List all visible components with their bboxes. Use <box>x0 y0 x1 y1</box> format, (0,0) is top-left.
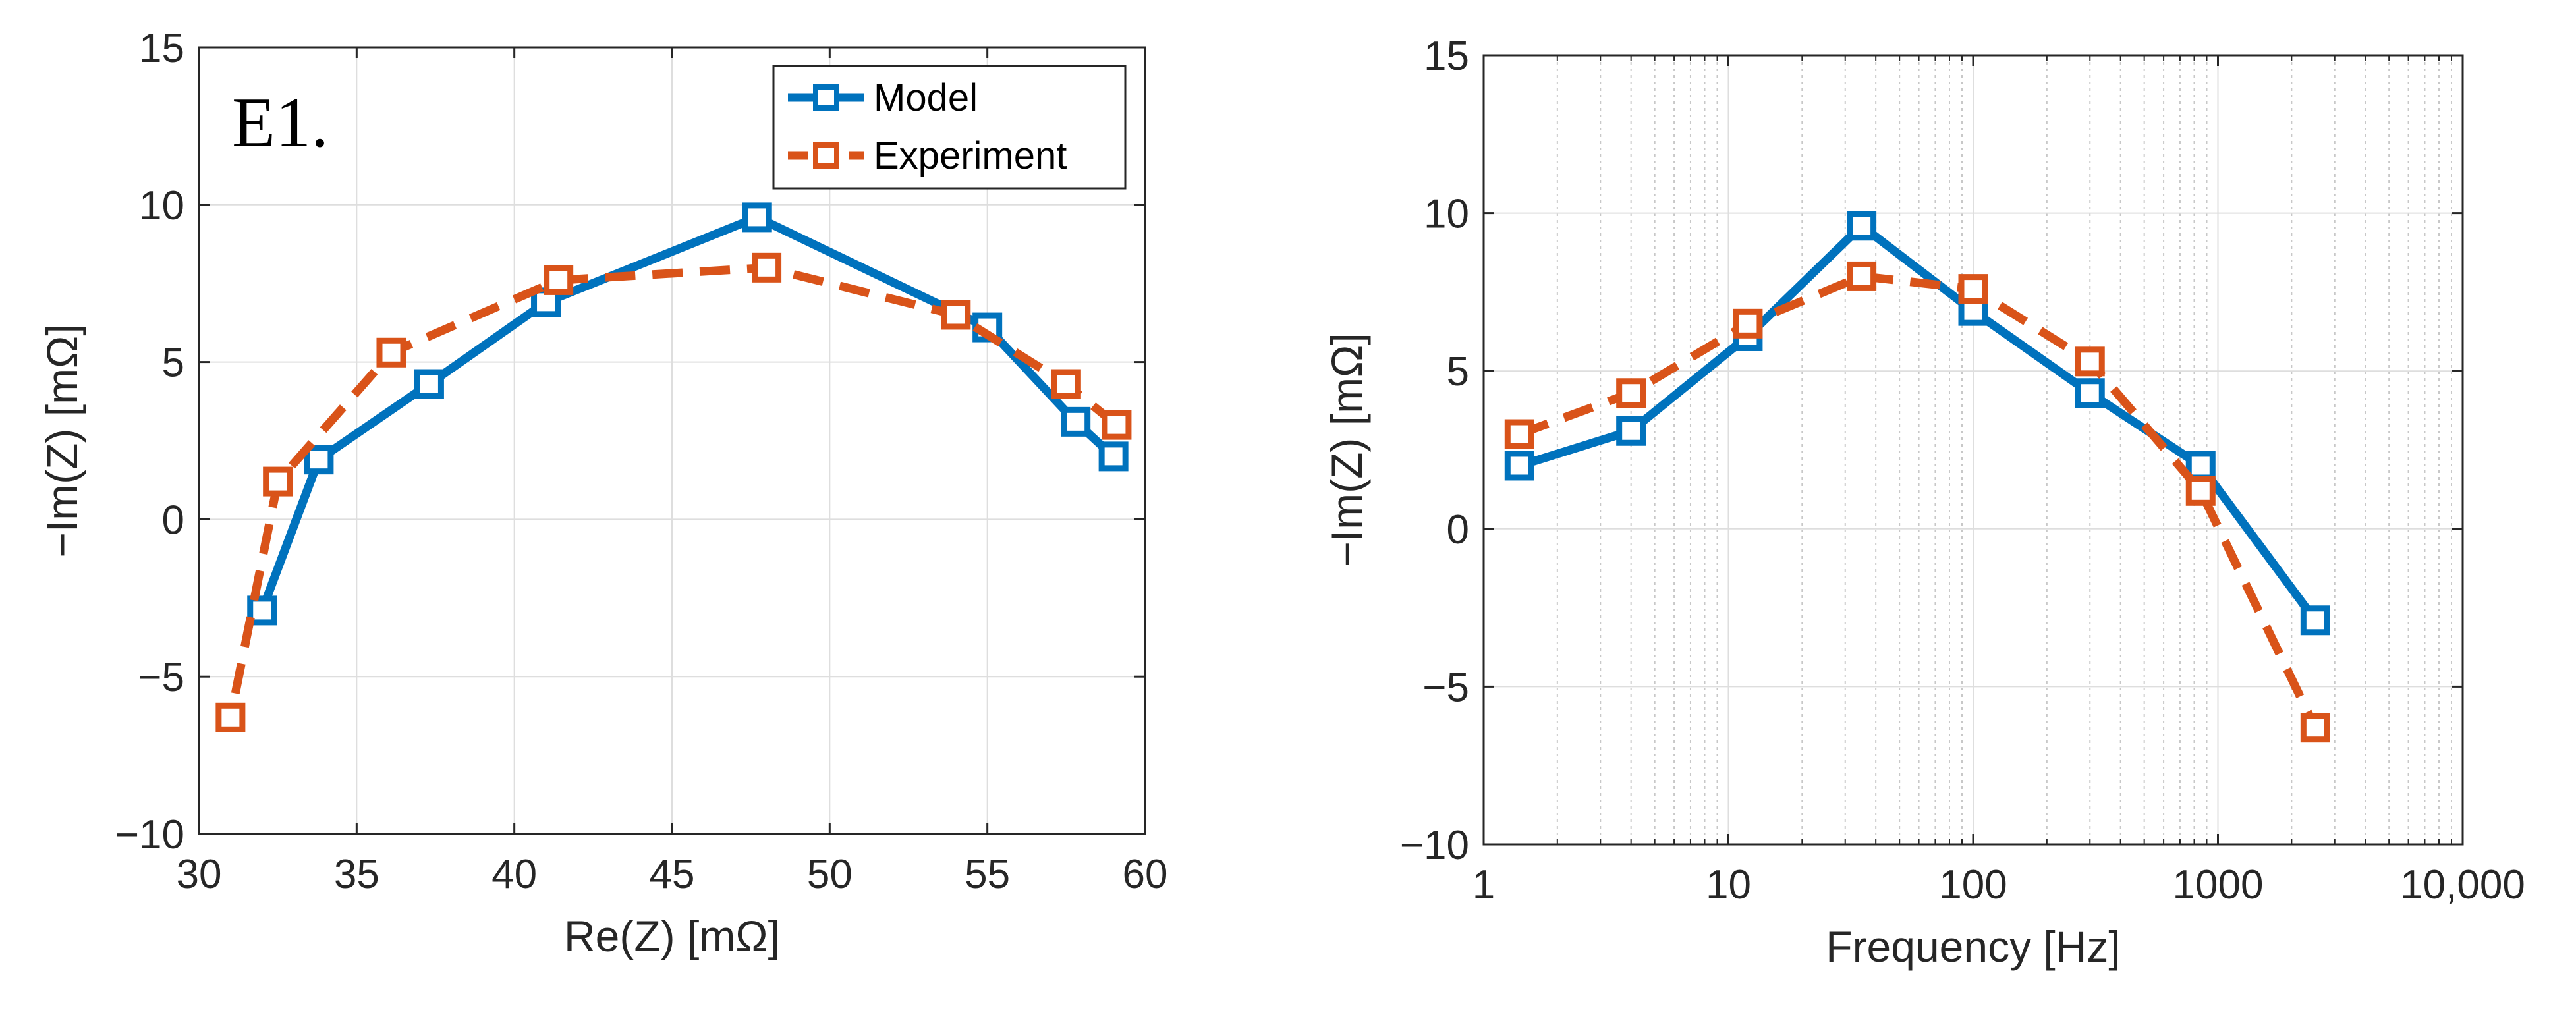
data-point-model <box>2300 605 2330 636</box>
x-tick-label: 55 <box>965 852 1010 897</box>
data-point-model <box>247 595 277 626</box>
y-axis-title: −Im(Z) [mΩ] <box>38 323 86 557</box>
x-tick-label: 60 <box>1123 852 1168 897</box>
data-point-model <box>742 202 772 233</box>
y-tick-label: −5 <box>1422 665 1469 710</box>
data-point-experiment <box>2075 346 2105 377</box>
data-point-model <box>1616 416 1646 446</box>
data-point-experiment <box>1051 369 1081 399</box>
data-point-experiment <box>1847 261 1877 291</box>
x-tick-label: 50 <box>807 852 853 897</box>
x-tick-label: 10,000 <box>2400 862 2525 908</box>
x-tick-label: 40 <box>491 852 537 897</box>
data-point-model <box>1098 441 1129 472</box>
legend: Model Experiment <box>772 65 1127 190</box>
data-point-experiment <box>1733 308 1763 339</box>
y-tick-label: 0 <box>162 497 184 543</box>
x-tick-label: 35 <box>334 852 379 897</box>
data-point-model <box>304 445 334 475</box>
data-point-experiment <box>1504 419 1534 449</box>
data-point-model <box>2185 451 2216 481</box>
data-point-experiment <box>544 265 574 295</box>
y-tick-label: 5 <box>162 341 184 386</box>
legend-swatch-marker-experiment <box>813 142 839 169</box>
legend-label-model: Model <box>874 76 978 119</box>
data-point-experiment <box>215 702 246 732</box>
y-tick-label: −5 <box>138 655 184 700</box>
legend-swatch-marker-model <box>813 84 839 111</box>
x-tick-label: 10 <box>1706 862 1751 908</box>
series-line-experiment <box>226 263 1119 719</box>
y-tick-label: 0 <box>1447 507 1469 553</box>
data-point-experiment <box>1616 378 1646 408</box>
y-tick-label: −10 <box>1400 823 1469 868</box>
y-tick-label: 15 <box>1424 34 1469 79</box>
data-point-model <box>1061 406 1091 437</box>
data-point-model <box>1504 451 1534 481</box>
data-point-model <box>1847 211 1877 241</box>
data-point-experiment <box>376 337 406 368</box>
x-tick-label: 45 <box>650 852 695 897</box>
x-tick-label: 30 <box>177 852 222 897</box>
x-tick-label: 1 <box>1472 862 1495 908</box>
y-tick-label: 10 <box>1424 192 1469 237</box>
data-point-experiment <box>263 466 293 497</box>
data-point-experiment <box>941 300 971 330</box>
series-line-model <box>1518 221 2319 623</box>
y-axis-title: −Im(Z) [mΩ] <box>1322 333 1371 566</box>
x-tick-label: 1000 <box>2173 862 2264 908</box>
data-point-experiment <box>2300 713 2330 743</box>
chart-panel-2: 1 10 100 1000 10,000 −10 −5 0 5 10 15 Frequency [Hz… <box>1322 34 2525 971</box>
chart-panel-1: 30 35 40 45 50 55 60 −10 −5 0 5 10 15 Re(Z) [mΩ] −Im(Z… <box>38 26 1167 960</box>
y-tick-label: −10 <box>115 812 184 858</box>
data-point-experiment <box>1958 274 1988 304</box>
x-tick-label: 100 <box>1939 862 2007 908</box>
data-point-experiment <box>752 252 782 283</box>
panel-label: E1. <box>232 84 329 162</box>
data-point-experiment <box>2185 476 2216 506</box>
data-point-experiment <box>1102 410 1132 440</box>
series-line-experiment <box>1518 271 2320 730</box>
y-tick-label: 10 <box>139 183 184 229</box>
series-line-model <box>258 213 1117 613</box>
x-axis-title: Frequency [Hz] <box>1826 922 2121 971</box>
y-tick-label: 5 <box>1447 349 1469 395</box>
legend-label-experiment: Experiment <box>874 134 1067 177</box>
x-axis-title: Re(Z) [mΩ] <box>564 912 780 960</box>
data-point-model <box>414 369 444 399</box>
y-tick-label: 15 <box>139 26 184 71</box>
data-point-model <box>2075 378 2105 408</box>
